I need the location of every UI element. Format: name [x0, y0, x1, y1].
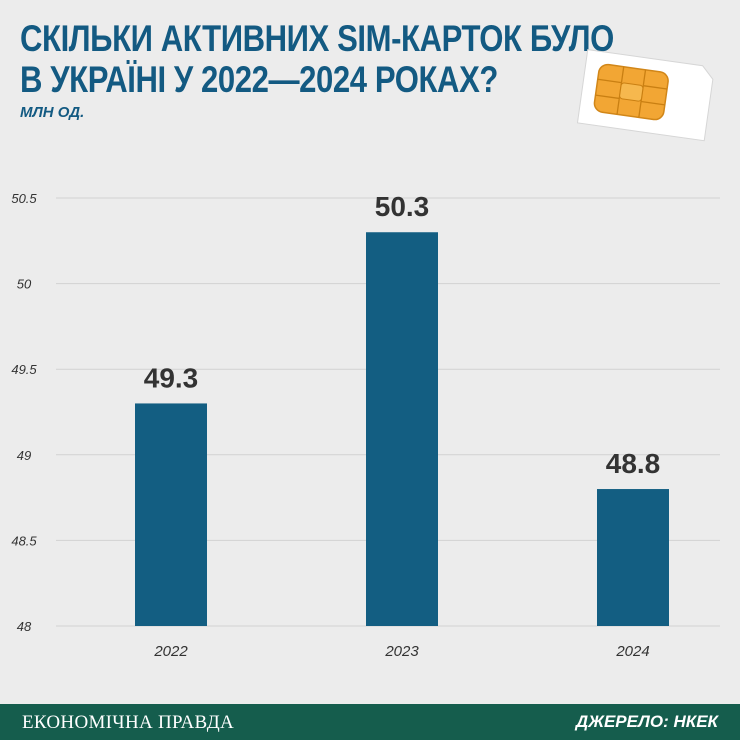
footer-bar: ЕКОНОМІЧНА ПРАВДА ДЖЕРЕЛО: НКЕК [0, 704, 740, 740]
y-axis-ticks: 48 48.5 49 49.5 50 50.5 [11, 191, 37, 634]
bar-value-label-2023: 50.3 [375, 191, 430, 222]
y-tick-label: 48.5 [11, 533, 37, 548]
y-tick-label: 50 [17, 277, 32, 292]
bar-value-label-2022: 49.3 [144, 362, 199, 393]
bar-2023 [366, 232, 438, 627]
y-tick-label: 49.5 [11, 362, 37, 377]
bar-2022 [135, 403, 207, 626]
bar-value-labels: 49.3 50.3 48.8 [144, 191, 661, 479]
brand-logo: ЕКОНОМІЧНА ПРАВДА [22, 712, 235, 733]
x-axis-ticks: 2022 2023 2024 [153, 643, 649, 660]
chart-subtitle: МЛН ОД. [20, 104, 85, 121]
bars [135, 232, 669, 627]
sim-card-icon [576, 49, 714, 142]
bar-value-label-2024: 48.8 [606, 448, 661, 479]
y-tick-label: 48 [17, 619, 32, 634]
bar-chart: 48 48.5 49 49.5 50 50.5 49.3 50.3 48.8 2022 2023… [11, 191, 720, 660]
x-tick-label-2022: 2022 [153, 643, 188, 660]
y-tick-label: 50.5 [11, 191, 37, 206]
source-label: ДЖЕРЕЛО: НКЕК [575, 712, 718, 731]
bar-2024 [597, 489, 669, 626]
y-tick-label: 49 [17, 448, 31, 463]
chart-title-line-2: В УКРАЇНІ У 2022—2024 РОКАХ? [20, 59, 498, 100]
x-tick-label-2023: 2023 [384, 643, 419, 660]
x-tick-label-2024: 2024 [615, 643, 649, 660]
